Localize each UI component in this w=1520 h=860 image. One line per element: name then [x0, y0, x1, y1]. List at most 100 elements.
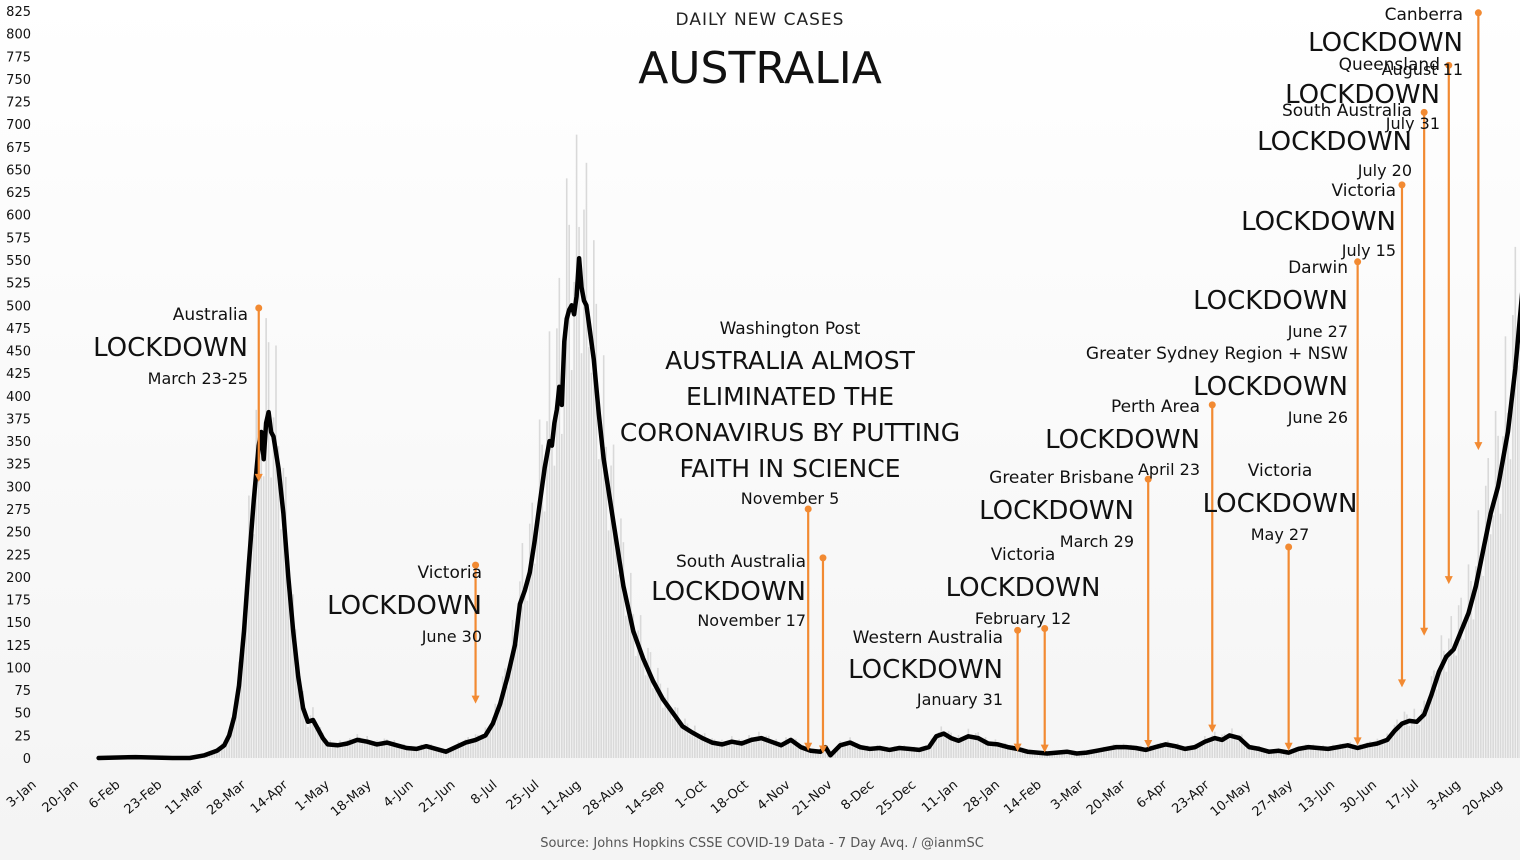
- annotation-place: South Australia: [1282, 101, 1412, 121]
- x-tick-label: 3-Aug: [1425, 778, 1464, 814]
- daily-bar: [420, 744, 423, 758]
- x-tick-label: 1-May: [293, 777, 333, 814]
- daily-bar: [506, 686, 509, 758]
- daily-bar: [1176, 743, 1179, 758]
- daily-bar: [418, 748, 420, 758]
- daily-bar: [356, 734, 359, 758]
- daily-bar: [1516, 365, 1519, 758]
- daily-bar: [1100, 750, 1103, 758]
- daily-bar: [716, 745, 718, 758]
- annotation-lockdown: LOCKDOWN: [1193, 286, 1348, 316]
- daily-bar: [1083, 752, 1085, 758]
- daily-bar: [1226, 739, 1228, 758]
- daily-bar: [309, 715, 312, 758]
- daily-bar: [795, 738, 797, 758]
- daily-bar: [1206, 739, 1209, 758]
- daily-bar: [1423, 700, 1425, 758]
- annotation-arrowhead: [1013, 743, 1022, 752]
- daily-bar: [844, 746, 846, 758]
- daily-bar: [637, 630, 639, 758]
- daily-bar: [1162, 746, 1164, 758]
- daily-bar: [361, 743, 364, 758]
- daily-bar: [220, 743, 223, 758]
- daily-bar: [930, 738, 933, 758]
- daily-bar: [1369, 741, 1371, 758]
- x-tick-label: 11-Mar: [162, 777, 207, 818]
- daily-bar: [1130, 744, 1132, 758]
- daily-bar: [455, 746, 457, 758]
- daily-bar: [272, 417, 275, 758]
- daily-bar: [659, 683, 662, 758]
- series-line: [96, 255, 1520, 761]
- daily-bar: [644, 675, 647, 758]
- daily-bar: [573, 281, 575, 758]
- y-tick-label: 375: [6, 412, 31, 427]
- daily-bar: [1413, 708, 1416, 758]
- daily-bar: [1329, 746, 1332, 758]
- daily-bar: [551, 437, 553, 758]
- daily-bar: [767, 735, 770, 758]
- daily-bar: [1125, 747, 1127, 758]
- daily-bar: [484, 727, 487, 758]
- annotation-lockdown: LOCKDOWN: [1241, 207, 1396, 237]
- daily-bar: [856, 743, 859, 758]
- annotation-place: Victoria: [1331, 181, 1396, 201]
- daily-bar: [1199, 746, 1201, 758]
- daily-bar: [1080, 753, 1083, 758]
- daily-bar: [1280, 751, 1283, 758]
- y-tick-label: 150: [6, 616, 31, 631]
- daily-bar: [664, 697, 667, 758]
- daily-bar: [280, 529, 282, 758]
- daily-bar: [652, 688, 654, 758]
- daily-bar: [282, 467, 285, 758]
- daily-bar: [312, 707, 314, 758]
- daily-bar: [578, 226, 580, 759]
- y-tick-label: 675: [6, 141, 31, 156]
- daily-bar: [992, 743, 994, 758]
- daily-bar: [1342, 743, 1344, 758]
- daily-bar: [960, 736, 962, 758]
- daily-bar: [531, 502, 534, 758]
- daily-bar: [427, 745, 430, 758]
- daily-bar: [1359, 743, 1361, 758]
- annotation-arrowhead: [1397, 679, 1406, 688]
- daily-bar: [775, 738, 777, 758]
- annotation-lockdown: LOCKDOWN: [946, 573, 1101, 603]
- daily-bar: [972, 739, 975, 758]
- daily-bar: [1140, 745, 1142, 758]
- y-tick-label: 525: [6, 277, 31, 292]
- annotation-date: August 11: [1382, 60, 1463, 79]
- x-tick-label: 3-Jan: [4, 778, 39, 811]
- daily-bar: [1006, 747, 1009, 758]
- daily-bar: [257, 351, 260, 758]
- daily-bar: [1194, 743, 1196, 758]
- daily-bar: [1334, 747, 1337, 758]
- annotation-lockdown: LOCKDOWN: [93, 333, 248, 363]
- annotation-place: Perth Area: [1111, 397, 1200, 417]
- daily-bar: [339, 740, 341, 758]
- daily-bar: [1324, 747, 1327, 758]
- daily-bar: [536, 525, 538, 758]
- daily-bar: [1213, 731, 1216, 758]
- daily-bar: [1273, 752, 1275, 758]
- x-tick-label: 18-May: [328, 777, 375, 820]
- daily-bar: [358, 737, 361, 758]
- daily-bar: [698, 739, 701, 758]
- daily-bar: [1191, 748, 1194, 758]
- annotation-place: Victoria: [991, 545, 1056, 565]
- daily-bar: [570, 370, 573, 758]
- daily-bar: [1223, 733, 1226, 758]
- annotation-arrowhead: [1474, 442, 1483, 451]
- daily-bar: [896, 746, 898, 758]
- daily-bar: [962, 741, 965, 758]
- daily-bar: [849, 737, 851, 758]
- daily-bar: [1440, 635, 1443, 758]
- daily-bar: [1415, 719, 1418, 758]
- daily-bar: [984, 737, 987, 758]
- daily-bar: [1455, 655, 1457, 758]
- daily-bar: [726, 745, 728, 758]
- daily-bar: [538, 419, 541, 758]
- annotation-arrowhead: [471, 695, 480, 704]
- annotation-date: November 17: [697, 611, 806, 630]
- daily-bar: [324, 743, 327, 758]
